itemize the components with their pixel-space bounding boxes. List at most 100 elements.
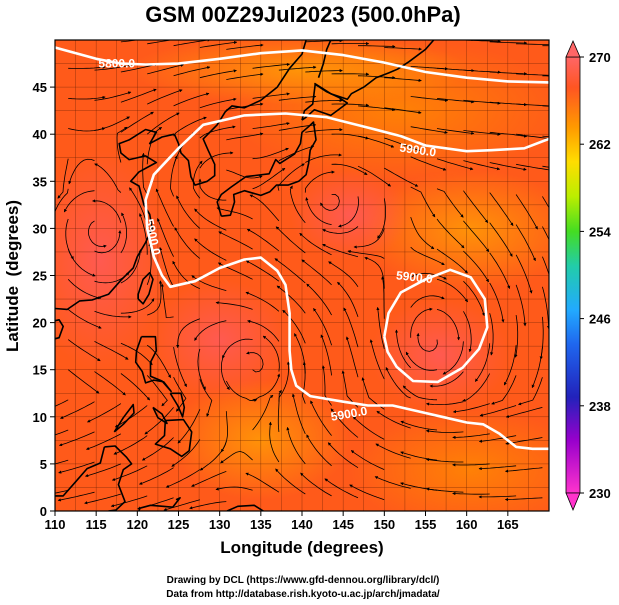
streamline	[111, 465, 148, 481]
streamline	[173, 66, 211, 77]
streamline	[463, 220, 490, 253]
streamline	[216, 207, 253, 220]
streamline	[299, 232, 332, 256]
streamline	[68, 158, 95, 185]
streamline	[405, 351, 438, 371]
streamline	[491, 375, 517, 405]
y-axis-title: Latitude (degrees)	[3, 200, 22, 352]
streamline	[165, 469, 201, 488]
colorbar-tick-label: 270	[589, 50, 611, 65]
streamline	[376, 306, 385, 350]
streamline	[411, 36, 448, 38]
streamline	[410, 186, 436, 218]
streamline	[199, 151, 234, 169]
streamline	[489, 131, 528, 138]
streamline	[141, 437, 174, 461]
streamline	[385, 367, 411, 399]
streamline	[94, 163, 122, 193]
streamline	[220, 450, 253, 464]
coastline-segment	[169, 392, 186, 418]
streamline	[57, 158, 69, 199]
credit-line-1: Drawing by DCL (https://www.gfd-dennou.o…	[167, 575, 440, 586]
streamline	[425, 487, 464, 493]
streamline	[478, 435, 517, 443]
streamline	[463, 250, 489, 283]
streamline	[463, 130, 501, 136]
streamline	[173, 377, 187, 412]
streamline	[262, 335, 280, 372]
y-tick-label: 40	[33, 127, 47, 142]
streamline	[245, 260, 280, 282]
streamline	[515, 254, 533, 294]
colorbar-ticks: 230 238 246 254 262 270	[580, 50, 611, 501]
colorbar-tick-label: 230	[589, 486, 611, 501]
streamline	[384, 137, 421, 152]
streamline	[157, 218, 174, 257]
streamline	[172, 260, 201, 290]
streamline	[274, 258, 306, 284]
streamline	[84, 493, 122, 505]
streamline	[173, 347, 187, 388]
streamline	[504, 467, 543, 473]
streamline	[282, 309, 306, 344]
streamline	[68, 65, 106, 69]
streamline	[58, 431, 95, 447]
streamline	[139, 467, 174, 485]
streamline	[277, 389, 282, 432]
streamline	[425, 429, 464, 433]
coastline-segment	[104, 445, 133, 511]
streamline	[173, 116, 207, 137]
streamline	[277, 163, 305, 191]
streamline	[199, 125, 236, 139]
x-tick-label: 115	[86, 517, 107, 532]
streamline	[94, 310, 132, 319]
streamline	[324, 478, 359, 499]
streamline	[110, 495, 148, 508]
streamline	[275, 468, 306, 495]
streamline	[517, 377, 543, 406]
streamline	[147, 89, 183, 105]
colorbar-top-triangle	[565, 40, 581, 58]
streamline	[177, 409, 201, 444]
streamline	[364, 256, 385, 289]
streamline	[92, 199, 122, 223]
streamline	[86, 433, 122, 450]
streamline	[452, 491, 490, 496]
streamline	[478, 495, 517, 499]
warm-patch-east	[360, 170, 549, 290]
streamline	[300, 472, 332, 497]
streamline	[489, 162, 527, 171]
streamline	[515, 284, 527, 327]
streamline	[474, 343, 491, 382]
coastline-segment	[113, 403, 135, 433]
streamline	[226, 102, 264, 111]
streamline	[68, 95, 106, 100]
y-tick-label: 10	[33, 410, 47, 425]
colorbar-tick-label: 246	[589, 312, 611, 327]
streamline	[291, 393, 306, 434]
streamline	[55, 489, 69, 494]
streamline	[384, 77, 422, 82]
colorbar-tick-label: 254	[589, 224, 611, 239]
streamline	[63, 190, 95, 213]
streamline	[67, 369, 100, 394]
streamline	[278, 145, 315, 161]
streamline	[394, 329, 411, 369]
streamline	[163, 499, 201, 511]
streamline	[463, 311, 472, 353]
streamline	[322, 226, 359, 234]
streamline	[94, 272, 130, 284]
streamline	[425, 458, 464, 463]
streamline	[173, 92, 210, 107]
streamline	[116, 126, 128, 163]
streamline	[191, 471, 227, 487]
streamline	[275, 226, 306, 254]
streamline	[120, 88, 157, 103]
streamline	[176, 195, 201, 229]
coastlines	[55, 40, 435, 511]
streamline	[222, 338, 253, 359]
y-tick-label: 0	[40, 504, 47, 519]
streamline	[539, 316, 544, 360]
streamline	[147, 40, 173, 45]
